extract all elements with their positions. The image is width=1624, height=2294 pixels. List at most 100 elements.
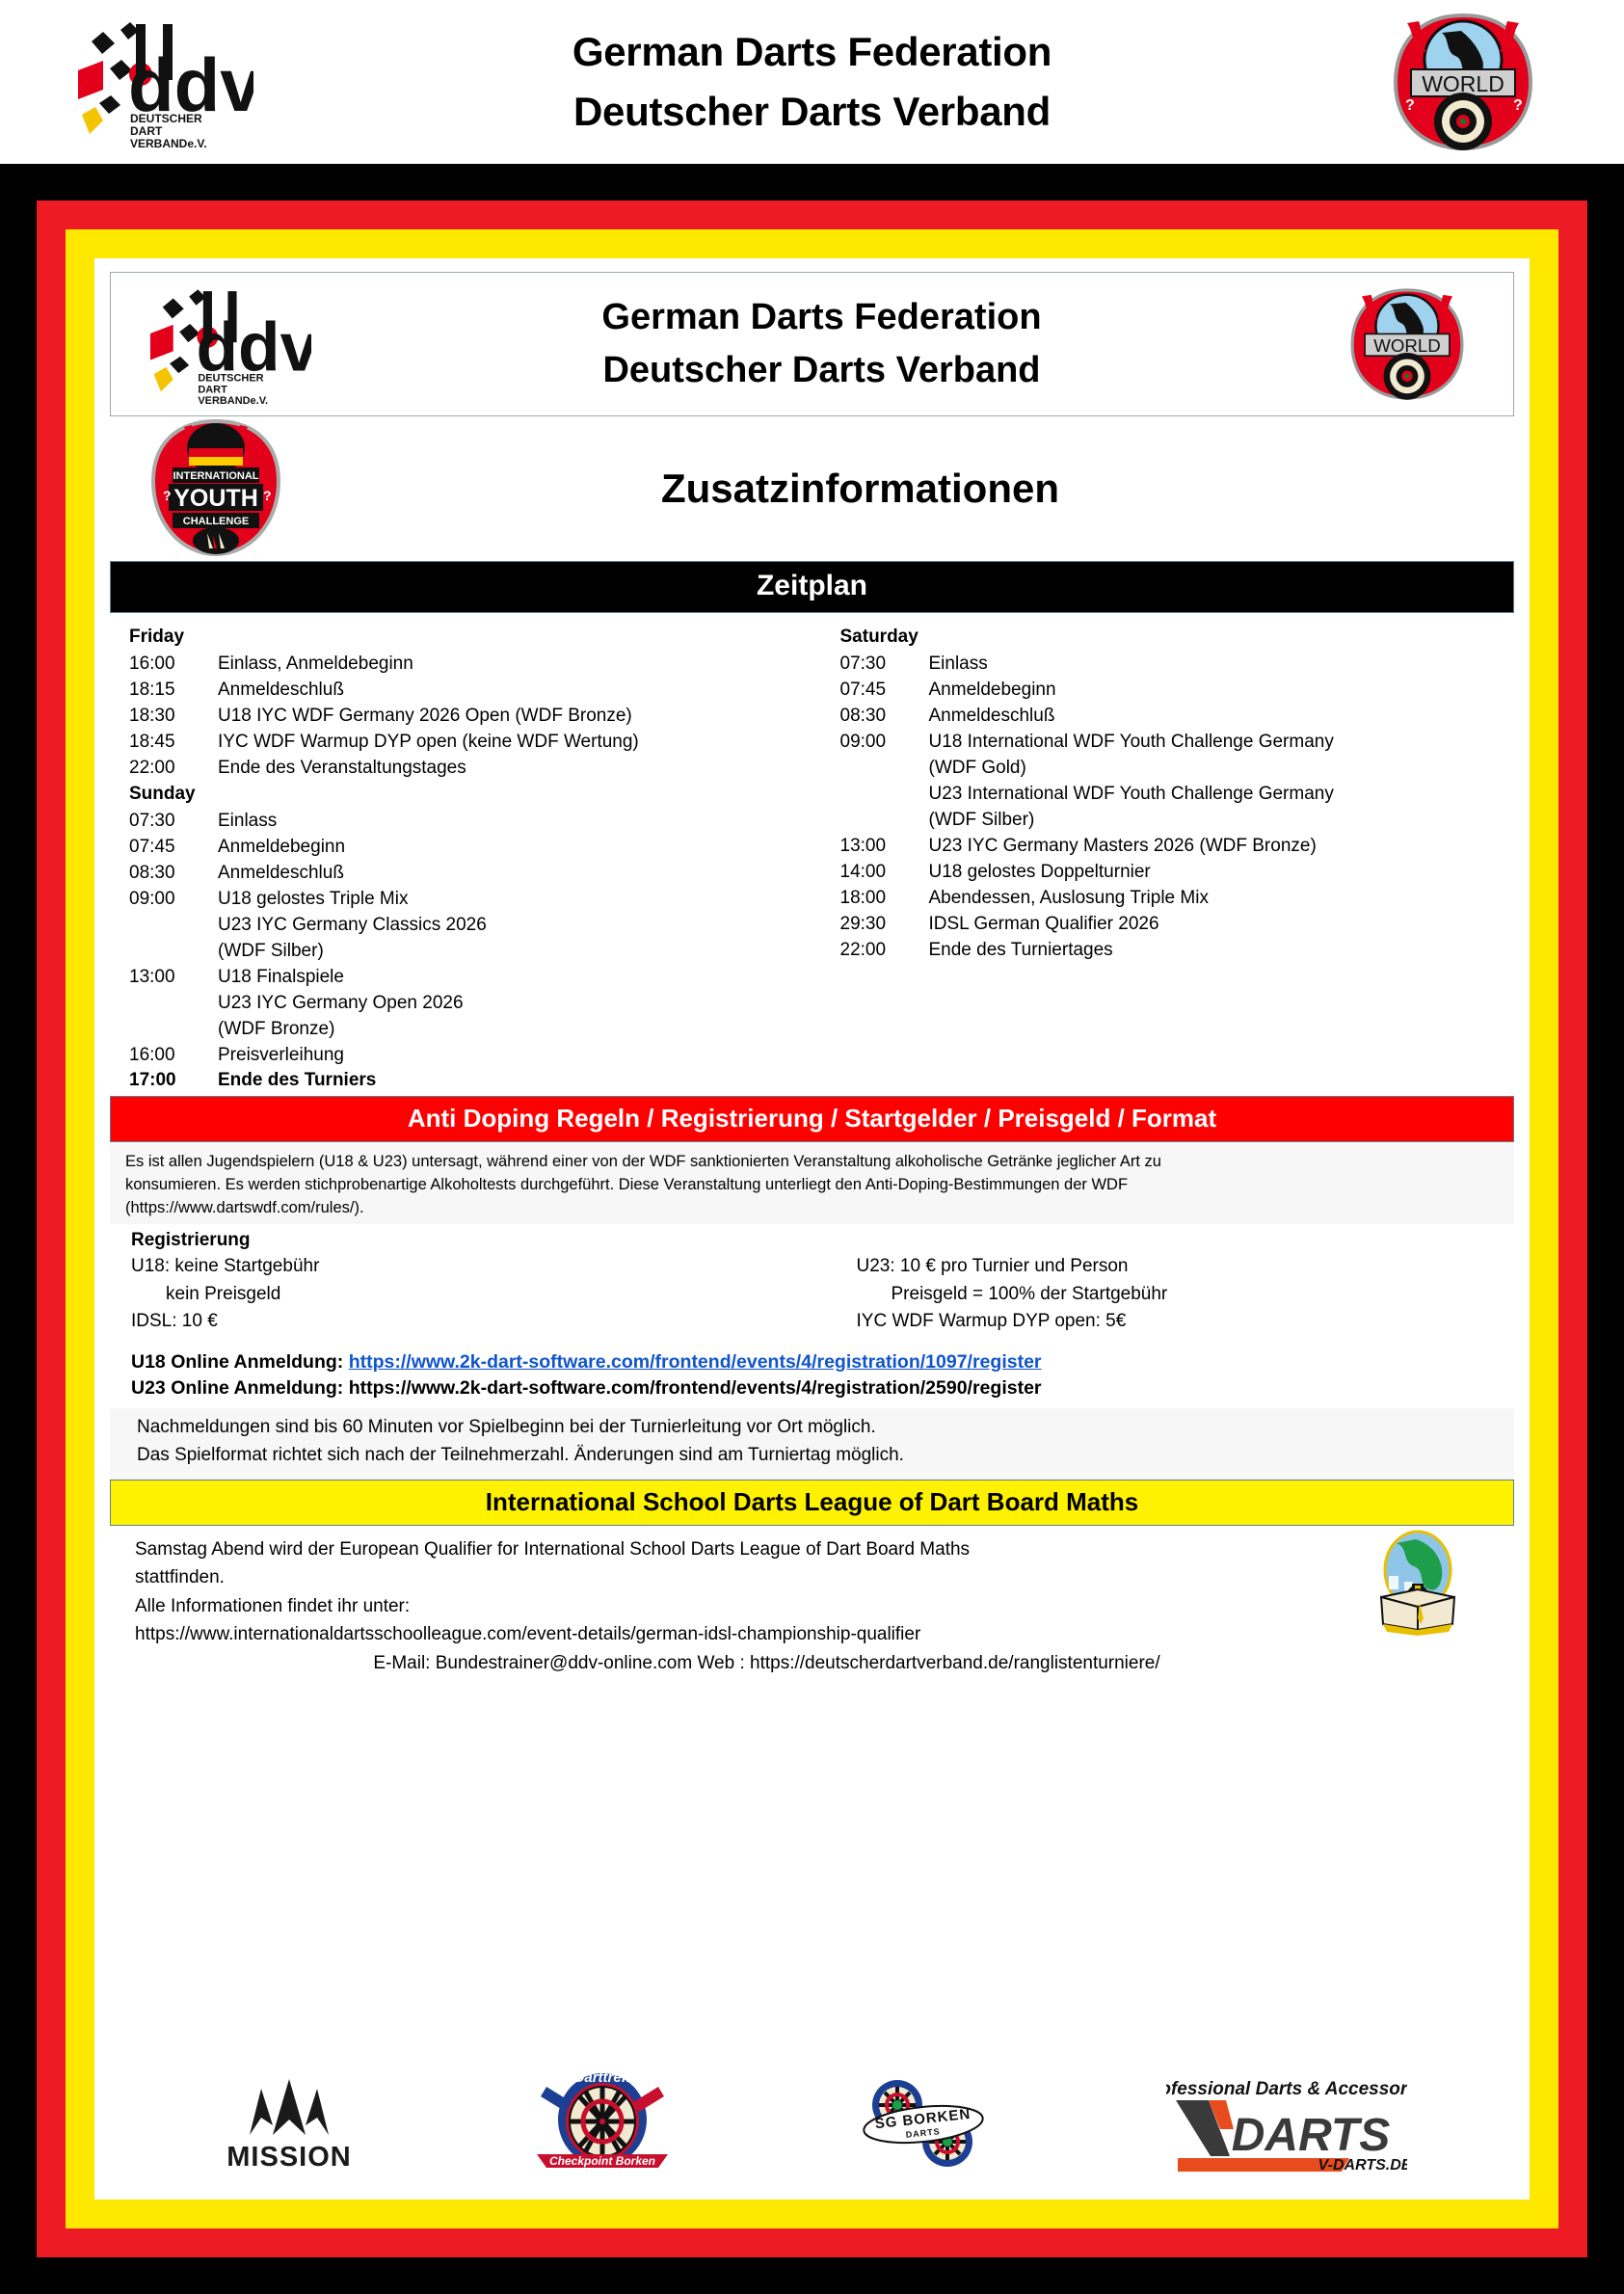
schedule-time: 13:00 <box>129 966 175 987</box>
masthead-wdf-logo: WORLD ? ? <box>1359 10 1566 154</box>
idsl-line: Samstag Abend wird der European Qualifie… <box>135 1538 971 1560</box>
idsl-heading: International School Darts League of Dar… <box>110 1479 1514 1526</box>
wdf-logo-icon: WORLD ? ? <box>1393 13 1532 151</box>
schedule-time: 18:45 <box>129 731 175 752</box>
zeitplan-heading: Zeitplan <box>110 561 1514 613</box>
schedule-row: 18:30 U18 IYC WDF Germany 2026 Open (WDF … <box>110 704 804 730</box>
schedule-description: Anmeldeschluß <box>218 862 344 883</box>
schedule-time <box>110 913 218 939</box>
schedule-row: 13:00 U18 Finalspiele <box>110 965 804 991</box>
inner-header-title-en: German Darts Federation <box>601 297 1042 337</box>
schedule-day-label: Sunday <box>129 783 196 804</box>
schedule-row: 29:30 IDSL German Qualifier 2026 <box>821 912 1515 938</box>
mission-logo-text: MISSION <box>226 2142 351 2173</box>
registration-right: U23: 10 € pro Turnier und Person Preisgel… <box>789 1253 1515 1336</box>
schedule-description: U18 International WDF Youth Challenge Ge… <box>928 731 1334 752</box>
darttreff-banner-text: Checkpoint Borken <box>549 2154 655 2168</box>
ddv-logo-line2: DART <box>130 124 163 138</box>
vdarts-sub-text: V-DARTS.DE <box>1318 2157 1407 2174</box>
poster-page: ddv DEUTSCHER DART VERBANDe.V. German Da… <box>94 258 1530 2200</box>
schedule-table: Friday 16:00 Einlass, Anmeldebeginn 18:15 An… <box>110 613 1514 1096</box>
schedule-time: 07:45 <box>129 836 175 857</box>
ddv-logo-line2: DART <box>198 384 227 395</box>
schedule-row: (WDF Bronze) <box>110 1017 804 1043</box>
schedule-description: Ende des Turniers <box>218 1070 377 1091</box>
u23-label: U23 Online Anmeldung: <box>131 1377 344 1400</box>
schedule-time <box>110 991 218 1017</box>
u23-registration-url[interactable]: https://www.2k-dart-software.com/fronten… <box>348 1377 1042 1400</box>
schedule-time: 07:30 <box>129 810 175 831</box>
idsl-line: https://www.internationaldartsschoolleag… <box>135 1624 921 1645</box>
schedule-time: 08:30 <box>129 862 175 883</box>
vdarts-logo-icon: Professional Darts & Accessories DARTS V… <box>1140 2079 1432 2174</box>
youth-challenge-logo-icon: INTERNATIONAL YOUTH CHALLENGE ? ? <box>150 418 281 557</box>
schedule-description: Anmeldeschluß <box>928 705 1055 726</box>
schedule-description: Anmeldebeginn <box>218 836 346 857</box>
anti-doping-line: Es ist allen Jugendspielern (U18 & U23) … <box>125 1153 1161 1171</box>
ddv-logo-line1: DEUTSCHER <box>198 372 263 384</box>
schedule-row: 16:00 Preisverleihung <box>110 1043 804 1069</box>
iyc-line2: YOUTH <box>173 485 258 512</box>
ddv-logo-line1: DEUTSCHER <box>130 112 202 125</box>
schedule-row: 17:00 Ende des Turniers <box>110 1068 804 1094</box>
wdf-logo-text: WORLD <box>1373 335 1441 356</box>
graduation-globe-icon <box>1379 1530 1456 1636</box>
mission-logo-icon: MISSION <box>226 2079 351 2173</box>
schedule-time <box>821 782 929 808</box>
schedule-row: 09:00 U18 gelostes Triple Mix <box>110 887 804 913</box>
registration-left: U18: keine Startgebühr kein Preisgeld IDSL… <box>110 1253 789 1336</box>
u18-registration-line: U18 Online Anmeldung: https://www.2k-dar… <box>131 1349 1514 1376</box>
registration-right-line: Preisgeld = 100% der Startgebühr <box>891 1283 1168 1304</box>
sgborken-sub-text: DARTS <box>906 2126 942 2140</box>
registration-left-line: U18: keine Startgebühr <box>131 1256 320 1277</box>
zusatz-row: INTERNATIONAL YOUTH CHALLENGE ? ? Zusatz… <box>110 416 1514 561</box>
anti-doping-paragraph: Es ist allen Jugendspielern (U18 & U23) … <box>110 1142 1514 1225</box>
schedule-description: Einlass <box>218 810 278 831</box>
schedule-description: Einlass <box>928 653 988 674</box>
schedule-row: (WDF Silber) <box>110 939 804 965</box>
ddv-logo-icon: ddv DEUTSCHER DART VERBANDe.V. <box>69 14 253 149</box>
u23-registration-line: U23 Online Anmeldung: https://www.2k-dar… <box>131 1375 1514 1402</box>
schedule-time: 18:15 <box>129 679 175 700</box>
schedule-time: 07:45 <box>839 679 887 700</box>
idsl-logo <box>1360 1530 1476 1644</box>
schedule-description: U18 IYC WDF Germany 2026 Open (WDF Bronz… <box>218 705 632 726</box>
schedule-row: (WDF Silber) <box>821 808 1515 834</box>
svg-text:?: ? <box>1513 97 1523 114</box>
svg-text:ddv: ddv <box>196 308 311 386</box>
schedule-description: IDSL German Qualifier 2026 <box>928 913 1159 934</box>
registration-right-line: U23: 10 € pro Turnier und Person <box>856 1256 1129 1277</box>
idsl-line: stattfinden. <box>135 1567 225 1588</box>
schedule-description: Preisverleihung <box>218 1044 344 1065</box>
schedule-row: U23 International WDF Youth Challenge Ge… <box>821 782 1515 808</box>
schedule-row: (WDF Gold) <box>821 756 1515 782</box>
registration-left-line: IDSL: 10 € <box>131 1311 218 1332</box>
schedule-row: 07:45 Anmeldebeginn <box>821 678 1515 704</box>
schedule-row: 16:00 Einlass, Anmeldebeginn <box>110 652 804 678</box>
page-masthead: ddv DEUTSCHER DART VERBANDe.V. German Da… <box>0 0 1624 164</box>
schedule-description: (WDF Bronze) <box>218 1018 335 1039</box>
schedule-row: 18:45 IYC WDF Warmup DYP open (keine WDF … <box>110 730 804 756</box>
schedule-time: 13:00 <box>839 835 887 856</box>
schedule-time: 29:30 <box>839 913 887 934</box>
svg-text:?: ? <box>263 488 272 503</box>
iyc-line3: CHALLENGE <box>183 516 249 527</box>
iyc-line1: INTERNATIONAL <box>173 470 258 482</box>
vdarts-main-text: DARTS <box>1232 2110 1390 2161</box>
schedule-time: 18:30 <box>129 705 175 726</box>
ddv-logo-icon: ddv DEUTSCHER DART VERBANDe.V. <box>143 282 311 406</box>
masthead-title-en: German Darts Federation <box>572 29 1052 74</box>
schedule-row: 07:45 Anmeldebeginn <box>110 835 804 861</box>
schedule-description: IYC WDF Warmup DYP open (keine WDF Wertu… <box>218 731 639 752</box>
poster-frame-red: ddv DEUTSCHER DART VERBANDe.V. German Da… <box>37 200 1587 2257</box>
schedule-description: Abendessen, Auslosung Triple Mix <box>928 887 1209 908</box>
darttreff-top-text: Darttreff <box>573 2069 632 2086</box>
schedule-time: 07:30 <box>839 653 887 674</box>
u18-registration-link[interactable]: https://www.2k-dart-software.com/fronten… <box>348 1350 1042 1373</box>
online-registration-links: U18 Online Anmeldung: https://www.2k-dar… <box>110 1336 1514 1408</box>
registration-left-line: kein Preisgeld <box>166 1283 281 1304</box>
schedule-row: 18:00 Abendessen, Auslosung Triple Mix <box>821 886 1515 912</box>
schedule-description: (WDF Silber) <box>928 809 1035 830</box>
zusatz-title: Zusatzinformationen <box>660 466 1059 511</box>
poster-frame-yellow: ddv DEUTSCHER DART VERBANDe.V. German Da… <box>66 229 1558 2228</box>
